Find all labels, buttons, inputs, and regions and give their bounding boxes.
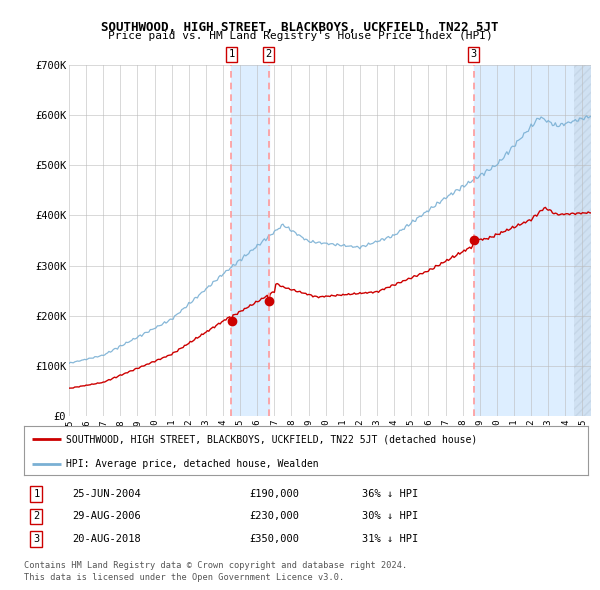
Text: £350,000: £350,000 [250, 534, 299, 544]
Bar [232, 65, 269, 416]
Text: HPI: Average price, detached house, Wealden: HPI: Average price, detached house, Weal… [66, 459, 319, 469]
Text: Price paid vs. HM Land Registry's House Price Index (HPI): Price paid vs. HM Land Registry's House … [107, 31, 493, 41]
Text: 20-AUG-2018: 20-AUG-2018 [72, 534, 140, 544]
Text: 25-JUN-2004: 25-JUN-2004 [72, 489, 140, 499]
Text: £230,000: £230,000 [250, 512, 299, 522]
Text: 36% ↓ HPI: 36% ↓ HPI [362, 489, 419, 499]
Text: SOUTHWOOD, HIGH STREET, BLACKBOYS, UCKFIELD, TN22 5JT (detached house): SOUTHWOOD, HIGH STREET, BLACKBOYS, UCKFI… [66, 434, 478, 444]
Text: 1: 1 [33, 489, 40, 499]
Text: 29-AUG-2006: 29-AUG-2006 [72, 512, 140, 522]
Bar [574, 65, 591, 416]
Text: 3: 3 [33, 534, 40, 544]
Text: 1: 1 [228, 50, 235, 60]
Text: 2: 2 [265, 50, 272, 60]
Text: SOUTHWOOD, HIGH STREET, BLACKBOYS, UCKFIELD, TN22 5JT: SOUTHWOOD, HIGH STREET, BLACKBOYS, UCKFI… [101, 21, 499, 34]
Text: 2: 2 [33, 512, 40, 522]
Text: This data is licensed under the Open Government Licence v3.0.: This data is licensed under the Open Gov… [24, 572, 344, 582]
Text: 3: 3 [470, 50, 477, 60]
Text: Contains HM Land Registry data © Crown copyright and database right 2024.: Contains HM Land Registry data © Crown c… [24, 560, 407, 570]
Text: £190,000: £190,000 [250, 489, 299, 499]
Bar [473, 65, 591, 416]
Text: 31% ↓ HPI: 31% ↓ HPI [362, 534, 419, 544]
Text: 30% ↓ HPI: 30% ↓ HPI [362, 512, 419, 522]
